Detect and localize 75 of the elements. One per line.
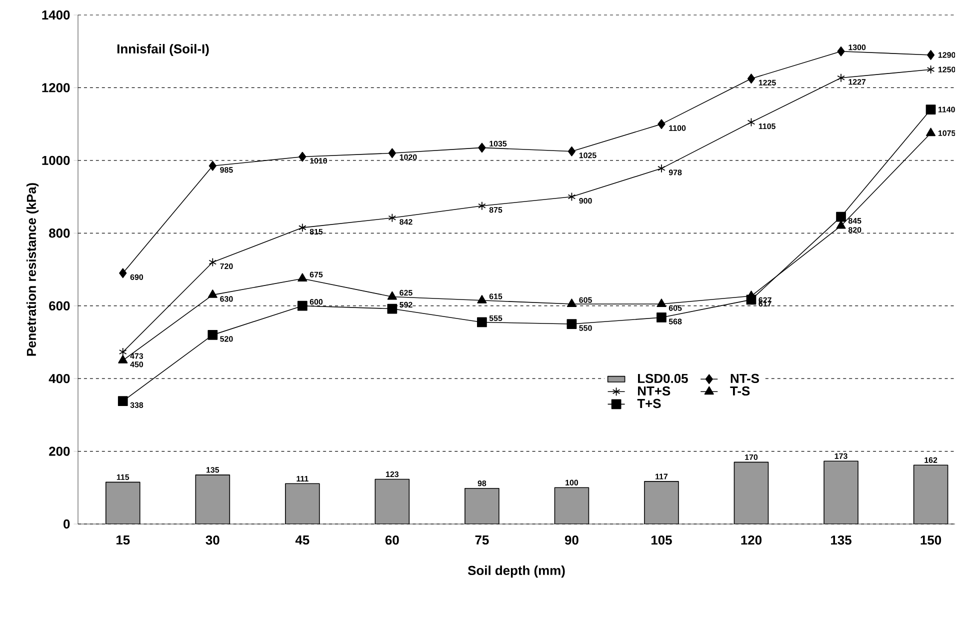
x-tick-label: 150	[920, 536, 942, 545]
point	[208, 330, 218, 340]
point	[119, 268, 127, 278]
bar	[464, 488, 500, 524]
point	[118, 396, 128, 406]
x-tick-label: 105	[651, 536, 672, 545]
point	[836, 212, 846, 222]
point	[926, 104, 936, 114]
x-tick-label: 30	[206, 536, 220, 545]
point	[478, 201, 486, 210]
x-tick-label: 75	[475, 536, 489, 545]
legend-label: NT+S	[638, 386, 670, 396]
bar	[105, 482, 140, 524]
point	[568, 146, 576, 156]
y-tick-label: 400	[48, 374, 70, 384]
x-tick-label: 60	[385, 536, 399, 545]
bar	[734, 462, 769, 524]
bar	[824, 460, 858, 524]
point	[566, 319, 577, 329]
bar	[554, 487, 590, 524]
legend-label: T-S	[730, 386, 750, 396]
point	[658, 119, 666, 129]
point	[298, 273, 308, 282]
y-axis-title: Penetration resistance (kPa)	[26, 183, 39, 356]
x-tick-label: 120	[741, 536, 762, 545]
text: Innisfail (Soil-I)	[117, 44, 209, 56]
point	[477, 317, 487, 328]
point	[388, 213, 396, 222]
point	[478, 142, 486, 153]
point	[118, 348, 127, 356]
y-tick-label: 1200	[42, 83, 70, 92]
legend-label: T+S	[637, 398, 661, 408]
point	[926, 65, 935, 74]
x-tick-label: 90	[564, 536, 578, 545]
point	[208, 160, 216, 171]
point	[387, 304, 398, 314]
point	[118, 354, 128, 364]
x-axis-title: Soil depth (mm)	[468, 566, 565, 578]
point	[388, 148, 396, 158]
point	[297, 300, 308, 311]
point	[477, 294, 487, 304]
point	[836, 220, 846, 229]
legend-label: NT-S	[730, 374, 759, 384]
y-tick-label: 600	[49, 301, 70, 310]
point	[746, 294, 756, 305]
bar	[195, 474, 230, 524]
point	[566, 298, 576, 307]
y-tick-label: 200	[49, 446, 70, 456]
point	[926, 128, 936, 136]
point	[747, 74, 756, 84]
bar	[644, 481, 679, 524]
x-tick-label: 45	[295, 536, 310, 545]
y-tick-label: 1400	[42, 10, 70, 20]
point	[387, 291, 397, 300]
point	[656, 312, 666, 322]
point	[208, 258, 217, 267]
legend-label: LSD0.05	[638, 374, 688, 384]
bar	[913, 464, 948, 524]
point	[926, 50, 935, 60]
x-tick-label: 135	[831, 536, 852, 545]
bar	[285, 483, 320, 524]
point	[208, 290, 218, 298]
point	[298, 223, 306, 232]
point	[656, 298, 666, 307]
bar	[374, 478, 410, 524]
y-tick-label: 1000	[42, 156, 70, 166]
y-tick-label: 0	[64, 519, 70, 529]
point	[568, 192, 576, 202]
point	[298, 152, 306, 162]
point	[747, 118, 756, 127]
x-tick-label: 15	[116, 536, 130, 545]
point	[837, 73, 845, 82]
y-tick-label: 800	[49, 228, 70, 238]
point	[658, 164, 666, 173]
point	[837, 46, 845, 56]
